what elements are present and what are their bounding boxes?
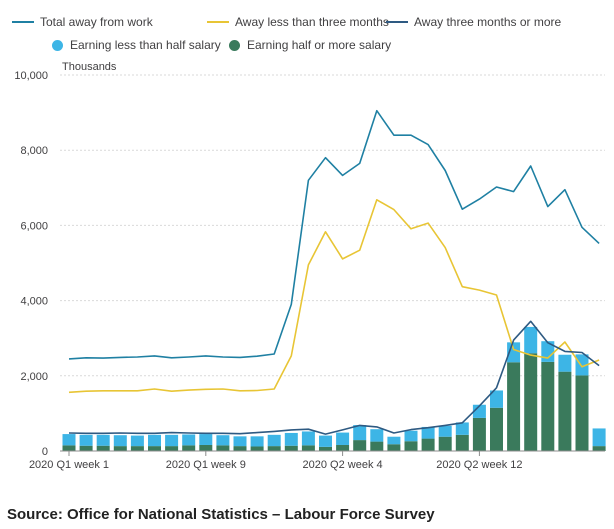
bar-earning-less-than-half <box>148 434 161 447</box>
bar-earning-less-than-half <box>455 422 469 435</box>
legend-label-total: Total away from work <box>40 15 153 29</box>
bar-earning-less-than-half <box>404 430 418 442</box>
source-note: Source: Office for National Statistics –… <box>7 506 435 523</box>
legend-label-more3: Away three months or more <box>414 15 562 29</box>
bar-earning-half-or-more <box>267 446 281 451</box>
bar-earning-half-or-more <box>455 434 469 451</box>
bar-earning-less-than-half <box>558 354 572 372</box>
bar-earning-half-or-more <box>370 441 384 451</box>
bar-earning-half-or-more <box>250 446 264 451</box>
y-tick-label: 0 <box>42 446 48 458</box>
bar-earning-less-than-half <box>301 431 315 446</box>
legend-item-lowpay[interactable]: Earning less than half salary <box>52 38 221 52</box>
bar-earning-less-than-half <box>96 434 110 446</box>
bar-earning-half-or-more <box>216 445 230 451</box>
legend-swatch-total <box>12 21 34 23</box>
bar-earning-less-than-half <box>592 428 606 447</box>
bar-earning-less-than-half <box>438 425 452 437</box>
bar-earning-half-or-more <box>113 446 127 451</box>
legend-item-total[interactable]: Total away from work <box>12 15 153 29</box>
legend-label-less3: Away less than three months <box>235 15 389 29</box>
x-tick-label: 2020 Q1 week 9 <box>166 459 246 471</box>
bar-earning-half-or-more <box>438 436 452 451</box>
bar-earning-half-or-more <box>199 444 213 451</box>
y-axis-units-label: Thousands <box>62 61 117 73</box>
bar-earning-less-than-half <box>421 426 435 439</box>
legend-item-less3[interactable]: Away less than three months <box>207 15 389 29</box>
legend-swatch-more3 <box>386 21 408 23</box>
legend: Total away from work Away less than thre… <box>0 0 614 60</box>
bar-earning-half-or-more <box>490 407 503 451</box>
legend-label-lowpay: Earning less than half salary <box>70 38 221 52</box>
y-tick-label: 6,000 <box>20 220 48 232</box>
x-tick-label: 2020 Q2 week 12 <box>436 459 522 471</box>
legend-item-highpay[interactable]: Earning half or more salary <box>229 38 391 52</box>
bar-earning-half-or-more <box>284 445 298 451</box>
bar-earning-less-than-half <box>387 436 401 445</box>
chart: 0 2,000 4,000 6,000 8,000 10,000 2020 Q1 week … <box>14 70 606 471</box>
line-less3 <box>68 199 600 394</box>
legend-label-highpay: Earning half or more salary <box>247 38 392 52</box>
bar-earning-less-than-half <box>79 434 93 446</box>
bar-earning-less-than-half <box>575 354 589 376</box>
y-tick-label: 2,000 <box>20 371 48 383</box>
bar-earning-half-or-more <box>575 375 589 451</box>
bar-earning-less-than-half <box>113 435 127 447</box>
x-tick-label: 2020 Q2 week 4 <box>303 459 383 471</box>
bar-earning-half-or-more <box>353 440 367 451</box>
bar-earning-less-than-half <box>284 432 298 446</box>
legend-swatch-highpay <box>229 39 240 51</box>
bar-earning-half-or-more <box>148 446 161 451</box>
bar-earning-less-than-half <box>233 436 247 447</box>
bar-earning-less-than-half <box>130 435 144 447</box>
bar-earning-half-or-more <box>507 362 521 451</box>
bar-earning-half-or-more <box>524 353 538 451</box>
legend-item-more3[interactable]: Away three months or more <box>386 15 561 29</box>
legend-swatch-less3 <box>207 21 229 23</box>
bar-earning-less-than-half <box>524 326 538 354</box>
bar-earning-half-or-more <box>96 445 110 451</box>
bar-earning-half-or-more <box>404 441 418 451</box>
bar-earning-half-or-more <box>336 444 350 451</box>
bar-earning-less-than-half <box>216 435 230 446</box>
bar-earning-half-or-more <box>182 445 196 451</box>
bar-earning-half-or-more <box>472 417 486 451</box>
bar-earning-less-than-half <box>199 434 213 445</box>
line-more3 <box>68 320 600 435</box>
bar-earning-less-than-half <box>267 434 281 447</box>
bar-earning-half-or-more <box>130 446 144 451</box>
bar-earning-half-or-more <box>165 446 179 451</box>
y-tick-label: 4,000 <box>20 296 48 308</box>
bar-earning-half-or-more <box>319 446 332 451</box>
bar-earning-half-or-more <box>592 446 606 451</box>
y-tick-label: 10,000 <box>14 70 48 82</box>
bar-earning-half-or-more <box>558 371 572 451</box>
x-tick-label: 2020 Q1 week 1 <box>29 459 109 471</box>
bar-earning-less-than-half <box>319 435 332 447</box>
bar-earning-half-or-more <box>421 438 435 451</box>
bar-earning-half-or-more <box>387 444 401 451</box>
y-tick-label: 8,000 <box>20 145 48 157</box>
bar-earning-less-than-half <box>336 432 350 445</box>
bar-earning-half-or-more <box>233 446 247 451</box>
bar-earning-half-or-more <box>62 445 76 451</box>
bar-earning-half-or-more <box>541 361 555 451</box>
bar-earning-less-than-half <box>353 425 367 441</box>
bar-earning-less-than-half <box>490 390 503 408</box>
bar-earning-less-than-half <box>250 436 264 447</box>
bar-earning-less-than-half <box>182 434 196 446</box>
bar-earning-less-than-half <box>165 434 179 447</box>
bar-earning-half-or-more <box>79 445 93 451</box>
legend-swatch-lowpay <box>52 39 63 51</box>
bar-earning-less-than-half <box>370 429 384 442</box>
bar-earning-half-or-more <box>301 445 315 451</box>
line-total <box>68 109 600 360</box>
bar-earning-less-than-half <box>62 434 76 446</box>
